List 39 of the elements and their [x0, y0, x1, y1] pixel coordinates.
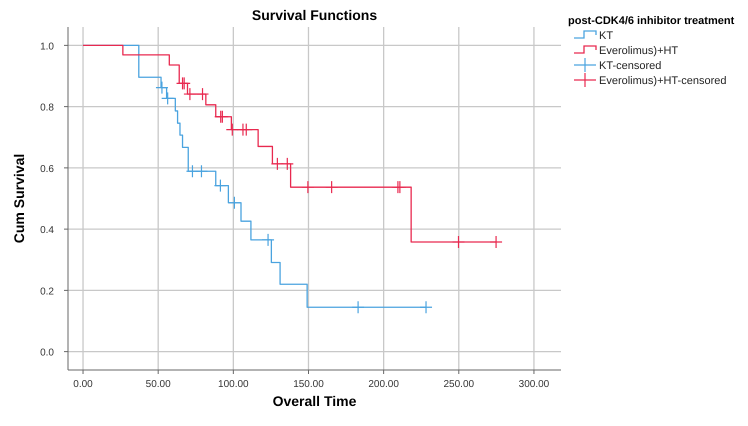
- legend-label: KT-censored: [599, 60, 662, 72]
- y-tick-label: 0.2: [40, 286, 54, 298]
- point: [489, 235, 503, 249]
- x-tick-label: 250.00: [443, 379, 475, 390]
- chart-title: Survival Functions: [252, 7, 378, 23]
- y-axis-title: Cum Survival: [11, 154, 27, 244]
- y-tick-label: 0.4: [40, 225, 54, 236]
- point: [270, 157, 284, 170]
- point: [419, 300, 433, 314]
- legend-label: KT: [599, 30, 614, 42]
- point: [228, 196, 241, 210]
- point: [301, 180, 314, 194]
- point: [452, 235, 466, 249]
- point: [261, 233, 275, 246]
- x-axis-title: Overall Time: [272, 393, 357, 409]
- y-tick-label: 0.0: [40, 348, 54, 359]
- point: [155, 81, 169, 94]
- y-tick-label: 0.6: [40, 164, 54, 175]
- point: [161, 92, 174, 105]
- y-tick-label: 0.8: [40, 102, 54, 114]
- point: [351, 300, 365, 314]
- point: [240, 122, 253, 136]
- legend-title: post-CDK4/6 inhibitor treatment: [568, 15, 735, 27]
- point: [325, 180, 338, 194]
- point: [194, 164, 208, 178]
- point: [214, 179, 228, 192]
- legend-label: Everolimus)+HT: [599, 45, 678, 57]
- point: [280, 157, 294, 170]
- point: [226, 122, 239, 136]
- y-tick-label: 1.0: [40, 41, 54, 52]
- x-tick-label: 300.00: [518, 379, 550, 390]
- point: [196, 87, 210, 101]
- x-tick-label: 200.00: [368, 379, 400, 390]
- point: [183, 87, 196, 101]
- x-tick-label: 100.00: [218, 379, 250, 390]
- x-tick-label: 150.00: [293, 379, 324, 390]
- x-tick-label: 50.00: [146, 379, 172, 390]
- legend-label: Everolimus)+HT-censored: [599, 75, 726, 87]
- x-tick-label: 0.00: [73, 379, 94, 390]
